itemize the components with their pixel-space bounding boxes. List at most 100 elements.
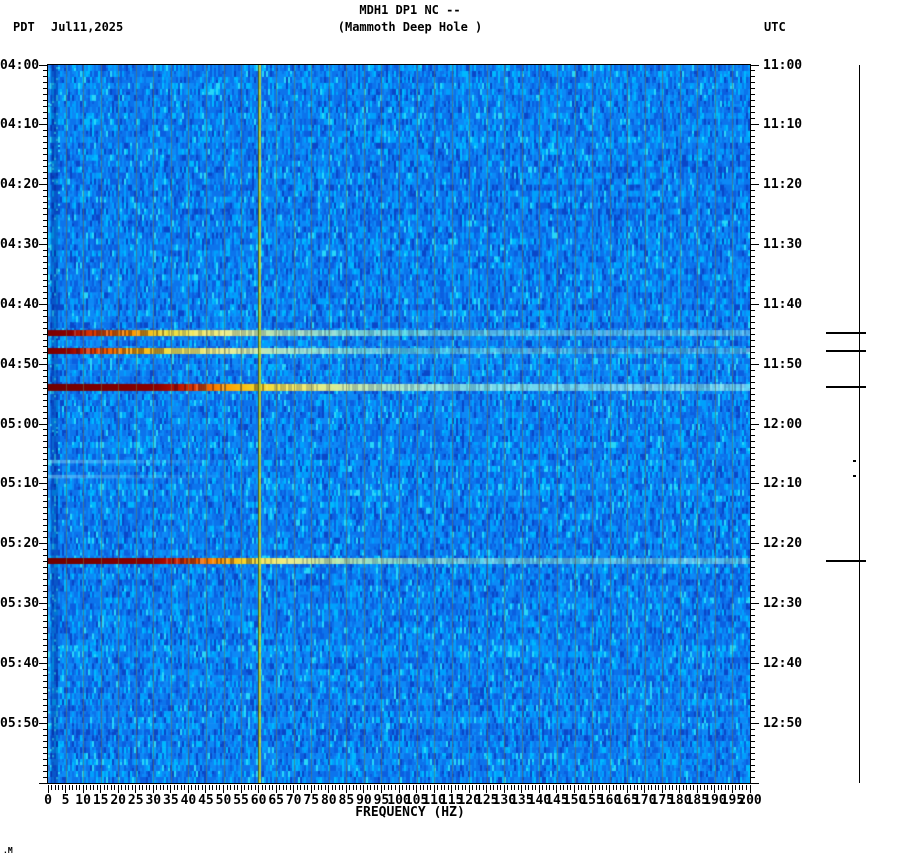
freq-label: 35 — [163, 793, 179, 808]
right-time-tick — [751, 531, 755, 533]
right-time-tick — [751, 387, 755, 389]
left-time-tick — [43, 585, 47, 587]
timezone-left-label: PDT — [13, 20, 35, 34]
freq-tick — [240, 785, 242, 793]
freq-tick — [563, 785, 565, 790]
left-time-tick — [43, 94, 47, 96]
left-time-tick — [43, 226, 47, 228]
freq-tick — [402, 785, 403, 790]
left-time-label: 05:20 — [0, 536, 40, 552]
left-time-tick — [43, 561, 47, 563]
freq-tick — [745, 785, 747, 790]
left-time-tick — [43, 387, 47, 389]
freq-tick — [391, 785, 393, 790]
right-time-tick — [751, 650, 755, 652]
freq-tick — [212, 785, 214, 790]
freq-label: 85 — [338, 793, 355, 808]
right-time-tick — [751, 680, 755, 682]
freq-label: 80 — [320, 793, 337, 808]
left-time-tick — [43, 232, 47, 234]
left-time-tick — [43, 573, 47, 575]
date-label: Jul11,2025 — [51, 20, 124, 34]
right-time-tick — [751, 351, 755, 353]
right-time-tick — [751, 273, 755, 275]
right-time-tick — [751, 579, 755, 581]
freq-tick — [205, 785, 207, 793]
left-time-label: 04:00 — [0, 57, 40, 73]
freq-tick — [289, 785, 291, 790]
freq-tick — [675, 785, 677, 790]
freq-tick — [479, 785, 481, 790]
left-time-tick — [43, 734, 47, 736]
freq-tick — [707, 785, 709, 790]
right-time-tick — [751, 591, 755, 593]
right-time-tick — [751, 94, 755, 96]
freq-label: 30 — [145, 793, 162, 808]
left-time-tick — [43, 764, 47, 766]
left-time-tick — [43, 345, 47, 347]
right-time-tick — [751, 608, 755, 610]
freq-tick — [696, 785, 698, 793]
left-time-tick — [43, 261, 47, 263]
right-time-label: 12:10 — [763, 476, 803, 492]
freq-label: 75 — [303, 793, 320, 808]
right-time-tick — [751, 70, 755, 72]
freq-tick — [184, 785, 186, 790]
left-time-tick — [43, 620, 47, 622]
freq-label: 195 — [720, 793, 745, 808]
left-time-tick — [43, 650, 47, 652]
right-time-tick — [751, 118, 755, 120]
right-time-tick — [751, 321, 755, 323]
right-time-tick — [751, 710, 755, 712]
right-time-tick — [751, 255, 755, 257]
freq-tick — [465, 785, 467, 790]
freq-tick — [265, 785, 267, 790]
freq-tick — [366, 785, 368, 790]
right-time-tick — [751, 76, 755, 78]
plot-subtitle: (Mammoth Deep Hole ) — [337, 20, 483, 34]
left-time-tick — [43, 76, 47, 78]
freq-tick — [131, 785, 133, 790]
right-time-tick — [751, 64, 759, 66]
freq-tick — [584, 785, 586, 790]
left-time-tick — [43, 285, 47, 287]
left-time-tick — [43, 118, 47, 120]
freq-tick — [303, 785, 305, 790]
right-time-tick — [751, 196, 755, 198]
right-time-tick — [751, 399, 755, 401]
right-time-tick — [751, 752, 755, 754]
right-time-tick — [751, 668, 755, 670]
freq-tick — [577, 785, 579, 790]
left-time-tick — [43, 608, 47, 610]
freq-tick — [521, 785, 523, 793]
left-time-tick — [39, 184, 47, 186]
right-time-tick — [751, 369, 755, 371]
freq-tick — [114, 785, 116, 790]
freq-tick — [191, 785, 193, 790]
freq-tick — [279, 785, 281, 790]
left-time-tick — [43, 249, 47, 251]
freq-tick — [651, 785, 653, 790]
left-time-label: 05:40 — [0, 655, 40, 671]
right-time-tick — [751, 692, 755, 694]
freq-tick — [342, 785, 344, 790]
timezone-right-label: UTC — [764, 20, 786, 34]
left-time-tick — [43, 692, 47, 694]
right-time-tick — [751, 716, 755, 718]
freq-label: 65 — [268, 793, 284, 808]
freq-label: 185 — [685, 793, 710, 808]
left-time-tick — [43, 369, 47, 371]
right-time-tick — [751, 573, 755, 575]
right-time-tick — [751, 704, 755, 706]
left-time-tick — [43, 465, 47, 467]
freq-tick — [384, 785, 386, 790]
freq-tick — [665, 785, 667, 790]
freq-tick — [72, 785, 74, 790]
freq-tick — [166, 785, 168, 790]
freq-tick — [454, 785, 456, 790]
right-time-tick — [751, 626, 755, 628]
freq-tick — [68, 785, 70, 790]
right-time-tick — [751, 441, 755, 443]
freq-tick — [686, 785, 688, 790]
freq-tick — [623, 785, 625, 790]
